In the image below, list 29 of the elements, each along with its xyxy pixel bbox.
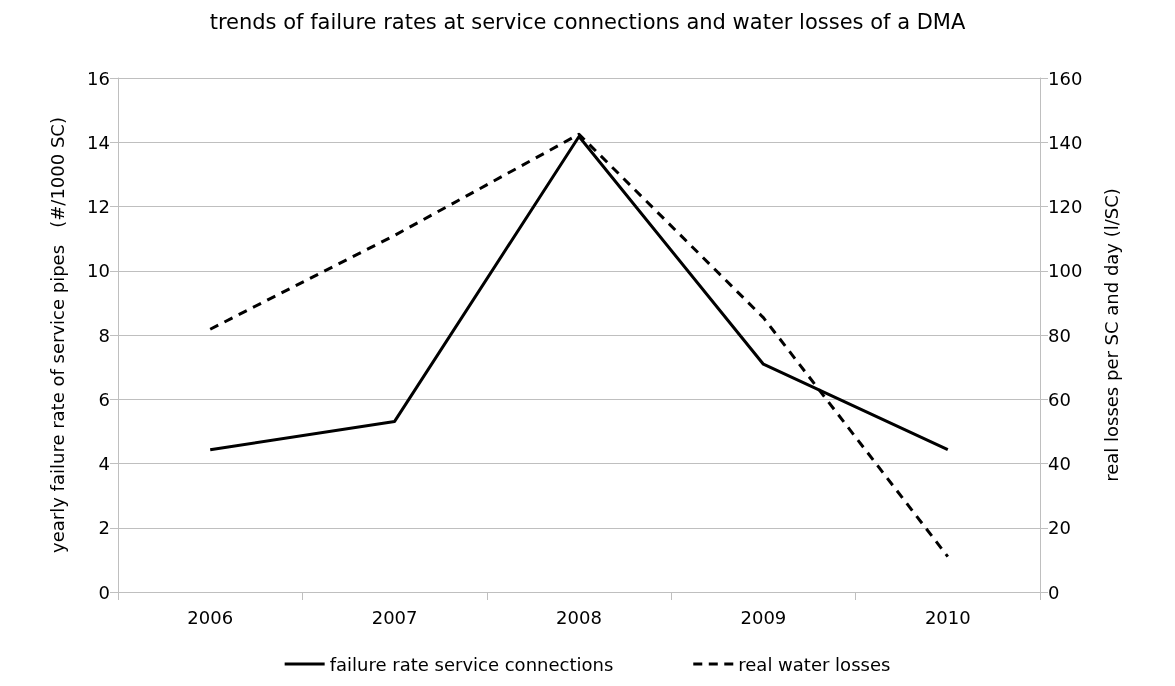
y-tick-label: 6 <box>98 388 110 410</box>
legend-label: failure rate service connections <box>329 653 614 675</box>
y2-tick-label: 140 <box>1048 131 1083 153</box>
y-tick-label: 8 <box>98 324 110 346</box>
y2-tick-label: 80 <box>1048 324 1071 346</box>
y2-tick-label: 120 <box>1048 196 1083 217</box>
y2-tick-label: 40 <box>1048 453 1071 474</box>
y-tick-label: 4 <box>98 453 110 474</box>
x-tick-label: 2010 <box>924 606 971 628</box>
x-tick-label: 2006 <box>187 606 234 628</box>
y-tick-label: 14 <box>87 131 110 153</box>
y2-tick-label: 100 <box>1048 260 1083 282</box>
x-tick-label: 2009 <box>740 606 787 628</box>
chart-title: trends of failure rates at service connections and water losses of a DMA <box>209 9 966 34</box>
x-tick-label: 2008 <box>556 606 602 628</box>
y-tick-label: 0 <box>98 581 110 603</box>
y-tick-label: 16 <box>87 67 110 89</box>
y2-tick-label: 160 <box>1048 67 1083 89</box>
y2-axis-title: real losses per SC and day (l/SC) <box>1100 188 1122 482</box>
y-tick-label: 2 <box>98 517 110 539</box>
y-tick-label: 12 <box>87 196 110 217</box>
legend-label: real water losses <box>738 653 891 675</box>
y2-tick-label: 60 <box>1048 388 1071 410</box>
y2-tick-label: 20 <box>1048 517 1071 539</box>
y2-tick-label: 0 <box>1048 581 1060 603</box>
line-series <box>208 132 950 559</box>
x-tick-label: 2007 <box>371 606 418 628</box>
y-axis-title: yearly failure rate of service pipes (#/1000 SC) <box>46 117 68 553</box>
y-tick-label: 10 <box>87 260 110 282</box>
